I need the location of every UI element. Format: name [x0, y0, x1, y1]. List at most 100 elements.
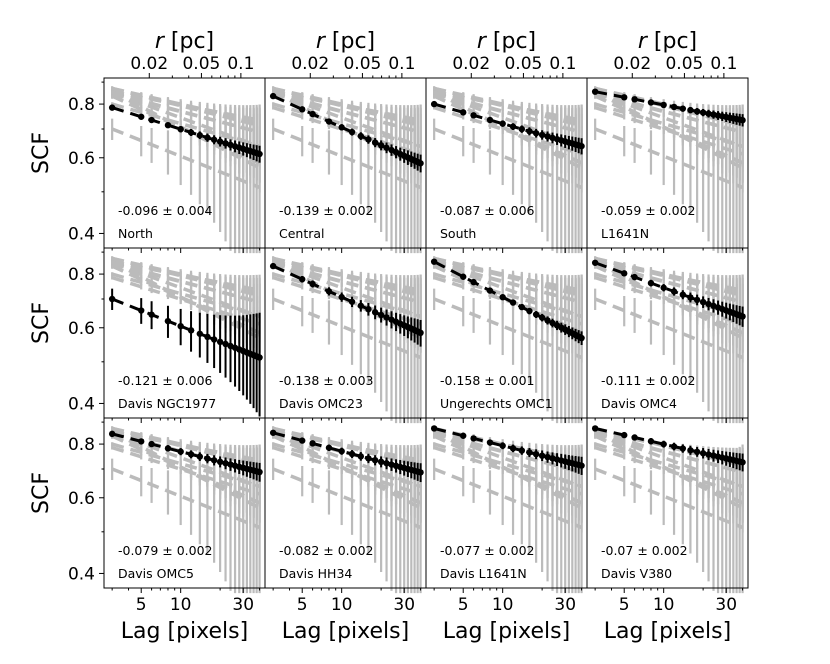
data-point — [660, 284, 667, 291]
background-fit-line — [433, 261, 583, 305]
background-fit-line — [433, 430, 583, 510]
data-point — [699, 450, 707, 457]
background-fit-line — [111, 256, 260, 294]
data-point — [196, 132, 204, 139]
top-tick-label: 0.02 — [452, 54, 490, 74]
top-tick-label: 0.02 — [613, 54, 651, 74]
top-tick-label: 0.02 — [130, 54, 168, 74]
background-fit-line — [272, 426, 421, 464]
fit-slope-label: -0.059 ± 0.002 — [601, 203, 696, 218]
panel: -0.07 ± 0.002 Davis V380 — [586, 417, 749, 594]
data-point — [210, 336, 218, 343]
fit-line — [594, 261, 744, 318]
fit-line — [111, 297, 261, 359]
fit-line — [433, 260, 583, 340]
panel-frame — [264, 417, 427, 589]
x-tick-label: 10 — [331, 595, 353, 615]
x-tick-label: 10 — [653, 595, 675, 615]
background-fit-line — [433, 90, 583, 170]
panel: -0.087 ± 0.006 South — [425, 73, 588, 254]
data-point — [196, 453, 204, 460]
background-fit-line — [433, 442, 583, 488]
x-tick-label: 30 — [393, 595, 415, 615]
background-fit-line — [111, 86, 260, 124]
background-fit-line — [272, 261, 422, 305]
region-name-label: Davis NGC1977 — [118, 396, 216, 411]
panel: -0.158 ± 0.001 Ungerechts OMC1 — [425, 247, 588, 424]
panel-frame — [103, 77, 266, 249]
y-tick-label: 0.4 — [68, 394, 95, 414]
background-fit-line — [272, 430, 422, 510]
top-axis-symbol: r — [477, 29, 488, 54]
fit-line — [272, 264, 422, 335]
panel-frame — [103, 247, 266, 419]
background-fit-line — [272, 91, 422, 135]
data-point — [699, 109, 707, 116]
top-axis-label: r [pc] — [316, 29, 375, 54]
background-fit-line — [433, 127, 583, 190]
panel: -0.139 ± 0.002 Central — [264, 73, 427, 254]
fit-line — [594, 426, 743, 464]
background-fit-line — [272, 102, 422, 148]
panel: -0.077 ± 0.002 Davis L1641N — [425, 417, 588, 594]
background-fit-line — [111, 91, 261, 135]
background-fit-line — [594, 430, 744, 510]
fit-slope-label: -0.139 ± 0.002 — [279, 203, 374, 218]
region-name-label: Davis L1641N — [440, 566, 527, 581]
background-fit-line — [594, 261, 744, 305]
background-fit-line — [594, 86, 743, 124]
fit-line — [272, 94, 422, 165]
panel: -0.059 ± 0.002 L1641N — [586, 73, 749, 254]
panel-frame — [586, 417, 749, 589]
background-fit-line — [111, 102, 261, 148]
panel-frame — [425, 247, 588, 419]
background-fit-line — [433, 272, 583, 318]
panel: -0.121 ± 0.006 Davis NGC1977 — [99, 247, 266, 423]
region-name-label: Ungerechts OMC1 — [440, 396, 553, 411]
top-tick-label: 0.05 — [504, 54, 542, 74]
top-tick-label: 0.05 — [343, 54, 381, 74]
y-tick-label: 0.8 — [68, 435, 95, 455]
data-point — [177, 322, 184, 330]
background-fit-line — [272, 297, 422, 360]
panel-frame — [264, 77, 427, 249]
y-tick-label: 0.6 — [68, 149, 95, 169]
background-fit-line — [272, 442, 422, 488]
data-point — [216, 458, 224, 466]
background-fit-line — [272, 127, 422, 190]
fit-slope-label: -0.077 ± 0.002 — [440, 543, 535, 558]
background-fit-line — [594, 127, 744, 190]
x-tick-label: 5 — [458, 595, 469, 615]
panel-frame — [103, 417, 266, 589]
panel-frame — [425, 77, 588, 249]
panel: -0.082 ± 0.002 Davis HH34 — [264, 417, 427, 594]
data-point — [177, 125, 184, 133]
background-fit-line — [111, 261, 261, 305]
top-axis-symbol: r — [638, 29, 649, 54]
top-axis-label: r [pc] — [155, 29, 214, 54]
x-tick-label: 10 — [170, 595, 192, 615]
background-fit-line — [594, 272, 744, 318]
region-name-label: Davis HH34 — [279, 566, 352, 581]
x-axis-label: Lag [pixels] — [604, 619, 731, 644]
top-tick-label: 0.05 — [182, 54, 220, 74]
background-fit-line — [433, 467, 583, 530]
background-fit-line — [433, 256, 582, 294]
background-fit-line — [594, 102, 744, 148]
panel-frame — [586, 247, 749, 419]
panel-frame — [264, 247, 427, 419]
data-point — [518, 447, 526, 454]
panel-frame — [425, 417, 588, 589]
y-axis-label: SCF — [29, 472, 54, 514]
background-fit-line — [433, 297, 583, 360]
top-axis-unit: [pc] — [647, 29, 697, 54]
background-fit-line — [594, 297, 744, 360]
y-tick-label: 0.6 — [68, 319, 95, 339]
background-fit-line — [594, 442, 744, 488]
y-axis-label: SCF — [29, 132, 54, 174]
top-axis-unit: [pc] — [486, 29, 536, 54]
background-fit-line — [111, 467, 261, 530]
x-tick-label: 30 — [715, 595, 737, 615]
x-tick-label: 30 — [232, 595, 254, 615]
